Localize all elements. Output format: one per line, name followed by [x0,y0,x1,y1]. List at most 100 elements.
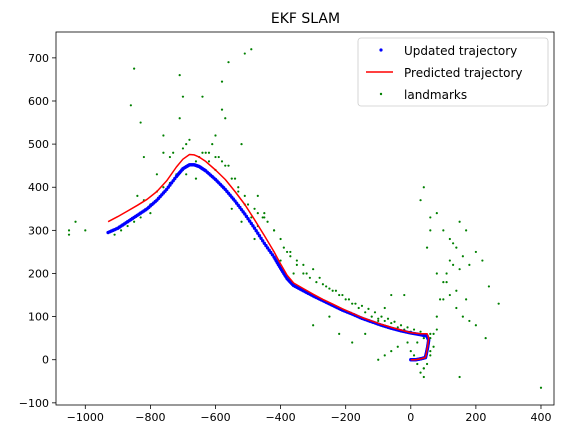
landmark-point [224,164,227,167]
landmark-point [448,259,451,262]
landmark-point [194,160,198,163]
landmark-point [409,349,412,353]
landmark-point [201,95,204,98]
landmark-point [458,268,461,271]
landmark-point [325,285,328,288]
landmark-point [432,332,435,335]
landmark-point [445,272,448,275]
landmark-point [338,293,341,297]
landmark-point [442,281,445,284]
legend-label-updated: Updated trajectory [404,44,517,58]
landmark-point [295,263,298,266]
landmark-point [432,345,435,348]
landmark-point [416,341,419,344]
landmark-point [230,207,233,210]
landmark-point [412,354,416,357]
landmark-point [383,354,386,357]
landmark-point [367,307,370,310]
landmark-point [178,74,181,77]
y-tick-label: 100 [28,311,49,324]
landmark-point [113,233,116,236]
legend-label-landmarks: landmarks [404,88,467,102]
landmark-point [412,328,416,331]
landmark-point [429,332,432,335]
x-tick-label: 0 [407,411,414,424]
landmark-point [487,285,491,288]
y-axis: −100 0 100 200 300 400 500 600 700 [19,52,56,410]
landmark-point [279,237,282,241]
landmark-point [451,242,455,245]
x-tick-label: −400 [265,411,295,424]
plot-frame [55,31,555,406]
landmark-point [207,160,211,163]
landmark-point [126,224,129,228]
landmark-point [344,298,347,301]
updated-trajectory-point [257,234,262,238]
updated-trajectory-point [409,358,413,362]
x-tick-label: −800 [135,411,165,424]
landmark-point [282,246,285,249]
landmark-point [377,319,380,323]
landmark-point [142,155,145,159]
chart-title: EKF SLAM [271,11,340,27]
landmark-point [253,237,256,241]
updated-trajectory-point [247,219,252,223]
landmark-point [233,177,237,180]
updated-trajectory-point [259,236,263,240]
landmark-point [185,173,188,176]
landmark-point [357,306,360,310]
x-axis: −1000 −800 −600 −400 −200 0 200 400 [67,405,551,424]
landmark-point [331,289,334,292]
landmark-point [133,67,136,70]
landmark-point [338,332,341,335]
landmark-point [204,151,207,154]
landmark-point [227,164,230,167]
y-tick-label: 500 [28,138,49,151]
landmark-point [461,315,464,318]
landmark-point [272,229,276,232]
landmark-point [364,311,367,314]
landmark-point [448,237,451,241]
updated-trajectory-point [256,231,260,235]
landmark-point [129,104,132,107]
landmark-point [481,259,484,262]
landmark-point [201,151,204,154]
legend: Updated trajectory Predicted trajectory … [357,37,549,107]
landmark-point [380,315,383,318]
landmark-point [429,216,432,219]
landmark-point [419,199,422,202]
landmark-point [220,80,224,83]
landmark-point [390,321,393,325]
landmark-point [390,349,393,353]
landmark-point [429,354,432,357]
landmark-point [416,362,419,366]
landmark-point [185,143,188,146]
y-tick-label: −100 [19,397,49,410]
landmark-point [256,194,259,197]
landmark-point [139,216,142,219]
landmark-point [422,367,425,370]
landmark-point [438,298,442,301]
landmark-point [442,229,445,232]
landmark-point [155,173,159,176]
landmark-point [250,48,253,51]
landmark-point [396,345,399,348]
plot-area [67,48,543,389]
landmark-point [429,349,432,353]
legend-box [357,37,549,107]
landmark-point [455,289,458,292]
landmark-point [321,283,325,286]
landmark-point [425,246,429,249]
landmark-point [246,203,250,206]
landmark-point [351,341,354,344]
landmark-point [214,155,217,159]
x-tick-label: −200 [331,411,361,424]
landmark-point [250,216,253,219]
landmark-point [468,263,471,266]
landmark-point [292,272,295,275]
landmark-point [328,315,331,318]
landmark-point [451,263,455,266]
updated-trajectory-point [260,239,265,243]
landmark-point [302,263,305,266]
